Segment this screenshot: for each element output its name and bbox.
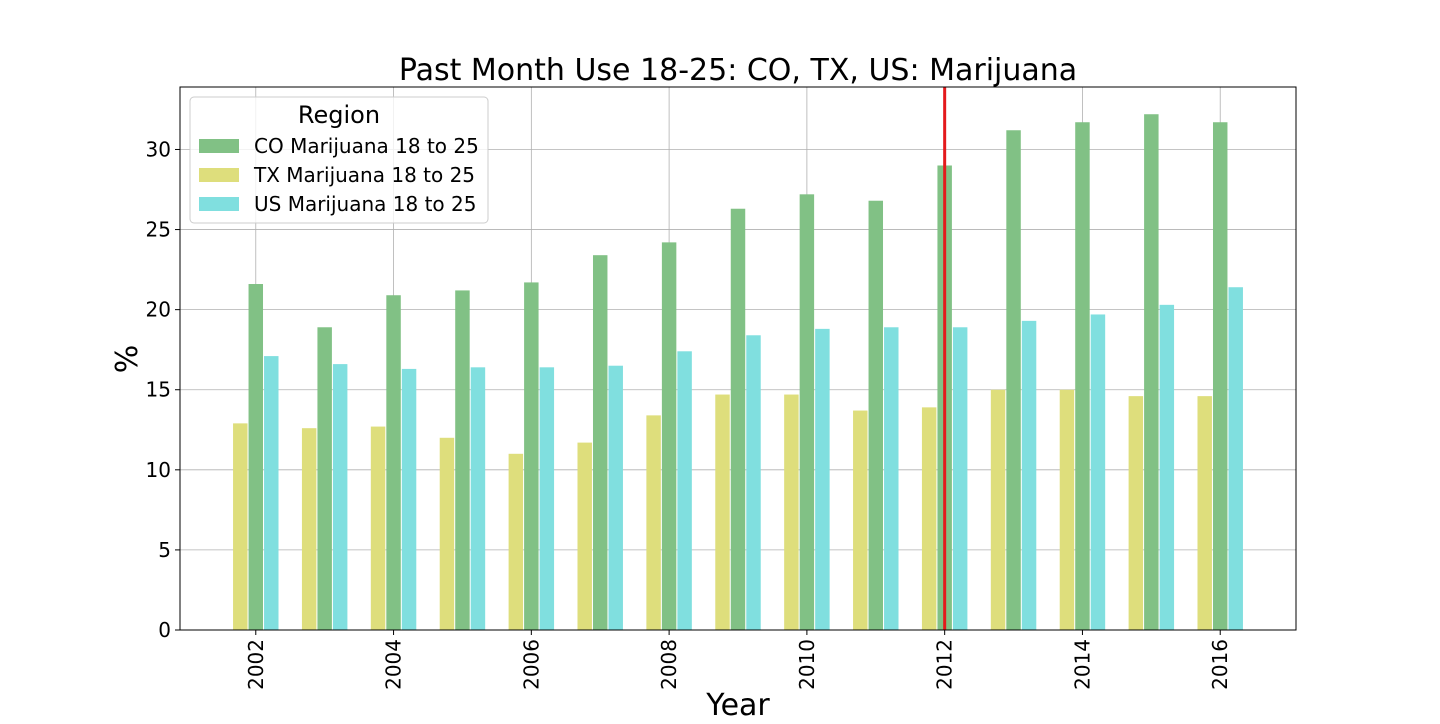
x-axis-label: Year bbox=[705, 688, 770, 720]
x-axis-ticks: 2002 2004 2006 2008 2010 2012 2014 2016 bbox=[244, 630, 1232, 690]
bar bbox=[1144, 114, 1159, 630]
legend-label: US Marijuana 18 to 25 bbox=[254, 192, 476, 216]
y-tick-label: 25 bbox=[146, 218, 171, 242]
legend-swatch bbox=[199, 139, 239, 153]
bar bbox=[1128, 396, 1144, 630]
x-tick-label: 2012 bbox=[933, 639, 957, 690]
y-tick-label: 20 bbox=[146, 298, 171, 322]
bar bbox=[1059, 389, 1075, 630]
bar bbox=[715, 394, 730, 630]
y-tick-label: 10 bbox=[146, 458, 171, 482]
bar bbox=[386, 295, 401, 630]
bar bbox=[508, 453, 524, 630]
bar bbox=[592, 255, 608, 630]
y-axis-ticks: 0 5 10 15 20 25 30 bbox=[146, 137, 180, 642]
x-tick-label: 2010 bbox=[795, 639, 819, 690]
y-tick-label: 30 bbox=[146, 137, 171, 161]
legend: Region CO Marijuana 18 to 25 TX Marijuana… bbox=[189, 96, 489, 224]
bar bbox=[455, 290, 470, 630]
bar bbox=[539, 367, 555, 630]
bar bbox=[784, 394, 799, 630]
bar bbox=[264, 356, 279, 630]
x-tick-label: 2014 bbox=[1070, 639, 1094, 690]
bar bbox=[470, 367, 486, 630]
x-tick-label: 2004 bbox=[382, 639, 406, 690]
y-tick-label: 0 bbox=[158, 618, 171, 642]
legend-box bbox=[189, 96, 489, 224]
x-tick-label: 2008 bbox=[657, 639, 681, 690]
legend-label: TX Marijuana 18 to 25 bbox=[253, 163, 475, 187]
legend-swatch bbox=[199, 197, 239, 211]
bar bbox=[661, 242, 677, 630]
bar bbox=[317, 327, 332, 630]
bar bbox=[1021, 320, 1037, 630]
bar bbox=[1159, 304, 1175, 630]
bars bbox=[233, 114, 1243, 631]
bar bbox=[233, 423, 248, 630]
bar bbox=[815, 328, 830, 630]
bar bbox=[1197, 396, 1212, 630]
bar bbox=[370, 426, 386, 630]
bar bbox=[301, 428, 317, 630]
bar bbox=[921, 407, 937, 630]
legend-title: Region bbox=[298, 101, 380, 129]
plot-area-frame bbox=[179, 86, 1297, 631]
x-tick-label: 2016 bbox=[1208, 639, 1232, 690]
bar bbox=[1212, 122, 1228, 630]
bar bbox=[608, 365, 623, 630]
bar bbox=[646, 415, 661, 630]
x-tick-label: 2002 bbox=[244, 639, 268, 690]
x-tick-label: 2006 bbox=[519, 639, 543, 690]
bar bbox=[248, 284, 264, 630]
bar bbox=[401, 368, 417, 630]
bar bbox=[746, 335, 761, 630]
bar bbox=[799, 194, 815, 630]
bar bbox=[1006, 130, 1021, 630]
legend-label: CO Marijuana 18 to 25 bbox=[254, 134, 479, 158]
bar bbox=[577, 442, 592, 630]
chart-title: Past Month Use 18-25: CO, TX, US: Mariju… bbox=[399, 53, 1077, 88]
bar bbox=[868, 200, 884, 631]
bar bbox=[332, 364, 348, 630]
y-axis-label: % bbox=[110, 345, 145, 374]
bar bbox=[677, 351, 692, 630]
bar bbox=[990, 389, 1006, 630]
bar bbox=[524, 282, 539, 630]
y-tick-label: 15 bbox=[146, 378, 171, 402]
bar bbox=[1228, 287, 1243, 630]
bar bbox=[853, 410, 868, 630]
bar bbox=[884, 327, 899, 630]
y-tick-label: 5 bbox=[158, 538, 171, 562]
bar bbox=[439, 437, 455, 630]
bar bbox=[1075, 122, 1090, 630]
legend-entries: CO Marijuana 18 to 25 TX Marijuana 18 to … bbox=[199, 134, 479, 216]
bar bbox=[1090, 314, 1106, 630]
legend-swatch bbox=[199, 168, 239, 182]
bar bbox=[952, 327, 968, 630]
bar bbox=[730, 208, 746, 631]
